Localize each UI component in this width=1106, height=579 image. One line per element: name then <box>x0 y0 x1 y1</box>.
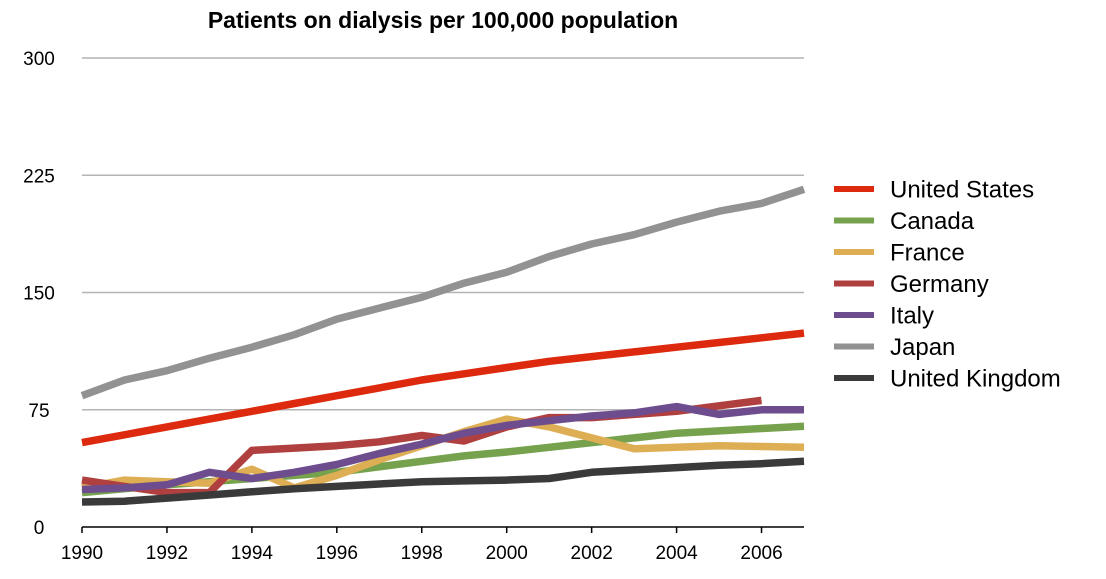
legend-label-united-kingdom: United Kingdom <box>890 366 1061 393</box>
series-line-italy <box>81 402 804 494</box>
x-tick-label: 2006 <box>740 543 782 564</box>
x-tick-label: 1994 <box>231 543 274 564</box>
y-tick-label: 225 <box>23 166 55 187</box>
chart-title: Patients on dialysis per 100,000 populat… <box>208 7 678 33</box>
legend-label-united-states: United States <box>890 177 1034 204</box>
legend-label-france: France <box>890 240 965 267</box>
y-tick-label: 300 <box>23 49 55 70</box>
series-line-united-kingdom <box>81 457 805 506</box>
x-tick-label: 1990 <box>61 543 103 564</box>
x-tick-label: 2004 <box>655 543 698 564</box>
x-tick-label: 1992 <box>146 543 188 564</box>
x-tick-label: 1998 <box>401 543 443 564</box>
y-tick-label: 0 <box>34 518 45 539</box>
y-tick-label: 75 <box>28 401 49 422</box>
legend-label-germany: Germany <box>890 271 989 298</box>
legend-label-japan: Japan <box>890 334 955 361</box>
x-tick-label: 1996 <box>316 543 358 564</box>
legend-label-canada: Canada <box>890 208 975 235</box>
x-tick-label: 2002 <box>571 543 613 564</box>
legend-label-italy: Italy <box>890 303 934 330</box>
series-lines <box>80 185 806 506</box>
series-line-united-states <box>81 329 805 447</box>
gridlines <box>82 57 804 411</box>
y-tick-label: 150 <box>23 284 55 305</box>
legend: United States Canada France Germany Italy Jap… <box>834 177 1061 393</box>
x-axis: 1990 1992 1994 1996 1998 2000 2002 2004 2006 <box>61 526 804 564</box>
x-tick-label: 2000 <box>486 543 528 564</box>
y-axis: 0 75 150 225 300 <box>23 49 55 539</box>
series-line-japan <box>80 185 806 400</box>
